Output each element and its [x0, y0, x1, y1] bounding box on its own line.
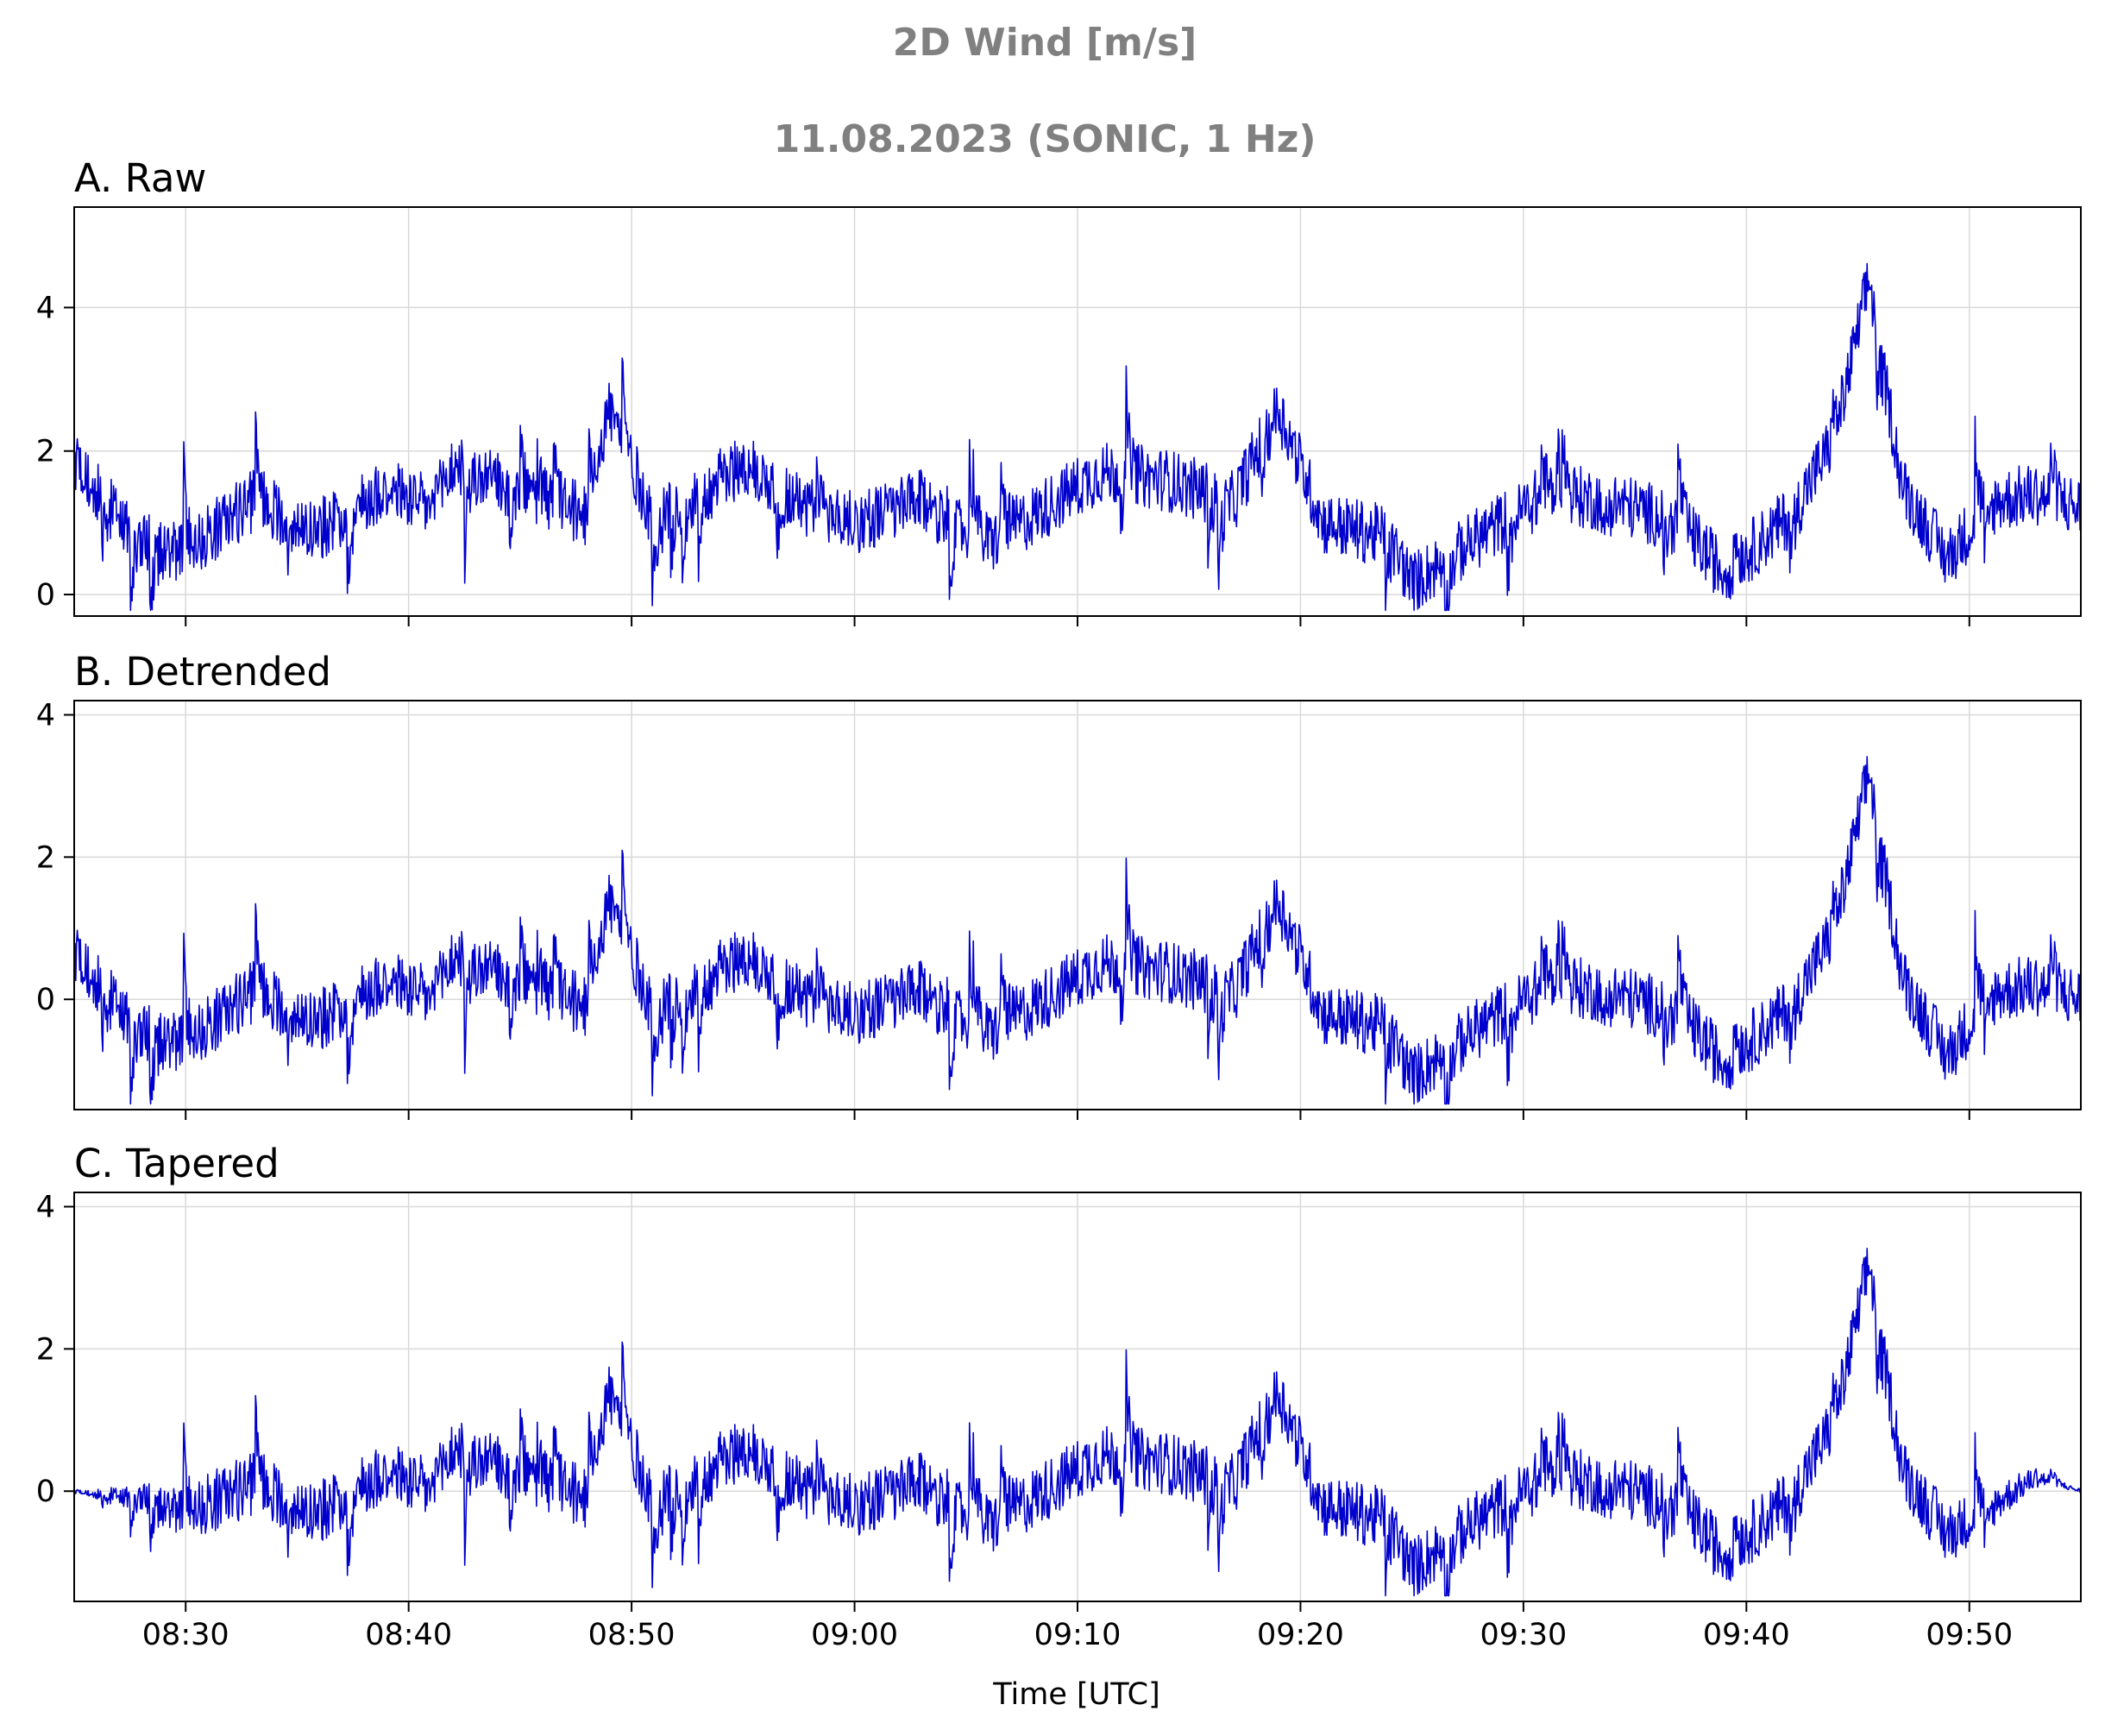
y-tick-label: 0 [36, 983, 55, 1017]
panel-title: C. Tapered [74, 1141, 280, 1186]
y-tick-label: 0 [36, 1475, 55, 1509]
x-tick-label: 08:50 [588, 1618, 675, 1652]
x-tick-label: 09:20 [1257, 1618, 1344, 1652]
x-tick-label: 09:10 [1034, 1618, 1122, 1652]
x-tick-label: 09:50 [1926, 1618, 2013, 1652]
series-line [73, 756, 2082, 1105]
y-tick-label: 2 [36, 1332, 55, 1367]
panel-title: B. Detrended [74, 649, 331, 695]
panel-title: A. Raw [74, 155, 206, 201]
x-tick-label: 09:00 [811, 1618, 898, 1652]
y-tick-label: 4 [36, 1190, 55, 1224]
figure-subtitle: 11.08.2023 (SONIC, 1 Hz) [774, 117, 1316, 161]
x-axis-label: Time [UTC] [992, 1677, 1159, 1712]
y-tick-label: 4 [36, 698, 55, 733]
y-tick-label: 4 [36, 291, 55, 325]
grid [74, 207, 2081, 616]
series-line [73, 262, 2082, 612]
y-tick-label: 2 [36, 840, 55, 875]
y-tick-label: 2 [36, 435, 55, 469]
x-tick-label: 08:40 [365, 1618, 452, 1652]
x-tick-label: 09:30 [1480, 1618, 1567, 1652]
grid [74, 1192, 2081, 1601]
panel-tapered: C. Tapered 08:30 08:40 08:50 09:00 09:10 09:20… [36, 1141, 2082, 1652]
figure-title: 2D Wind [m/s] [893, 21, 1197, 65]
x-tick-label: 09:40 [1703, 1618, 1790, 1652]
y-tick-label: 0 [36, 578, 55, 613]
x-tick-label: 08:30 [142, 1618, 229, 1652]
series-line [73, 1248, 2082, 1597]
panel-raw: A. Raw 0 2 4 [36, 155, 2082, 626]
panel-detrended: B. Detrended 0 2 4 [36, 649, 2082, 1120]
